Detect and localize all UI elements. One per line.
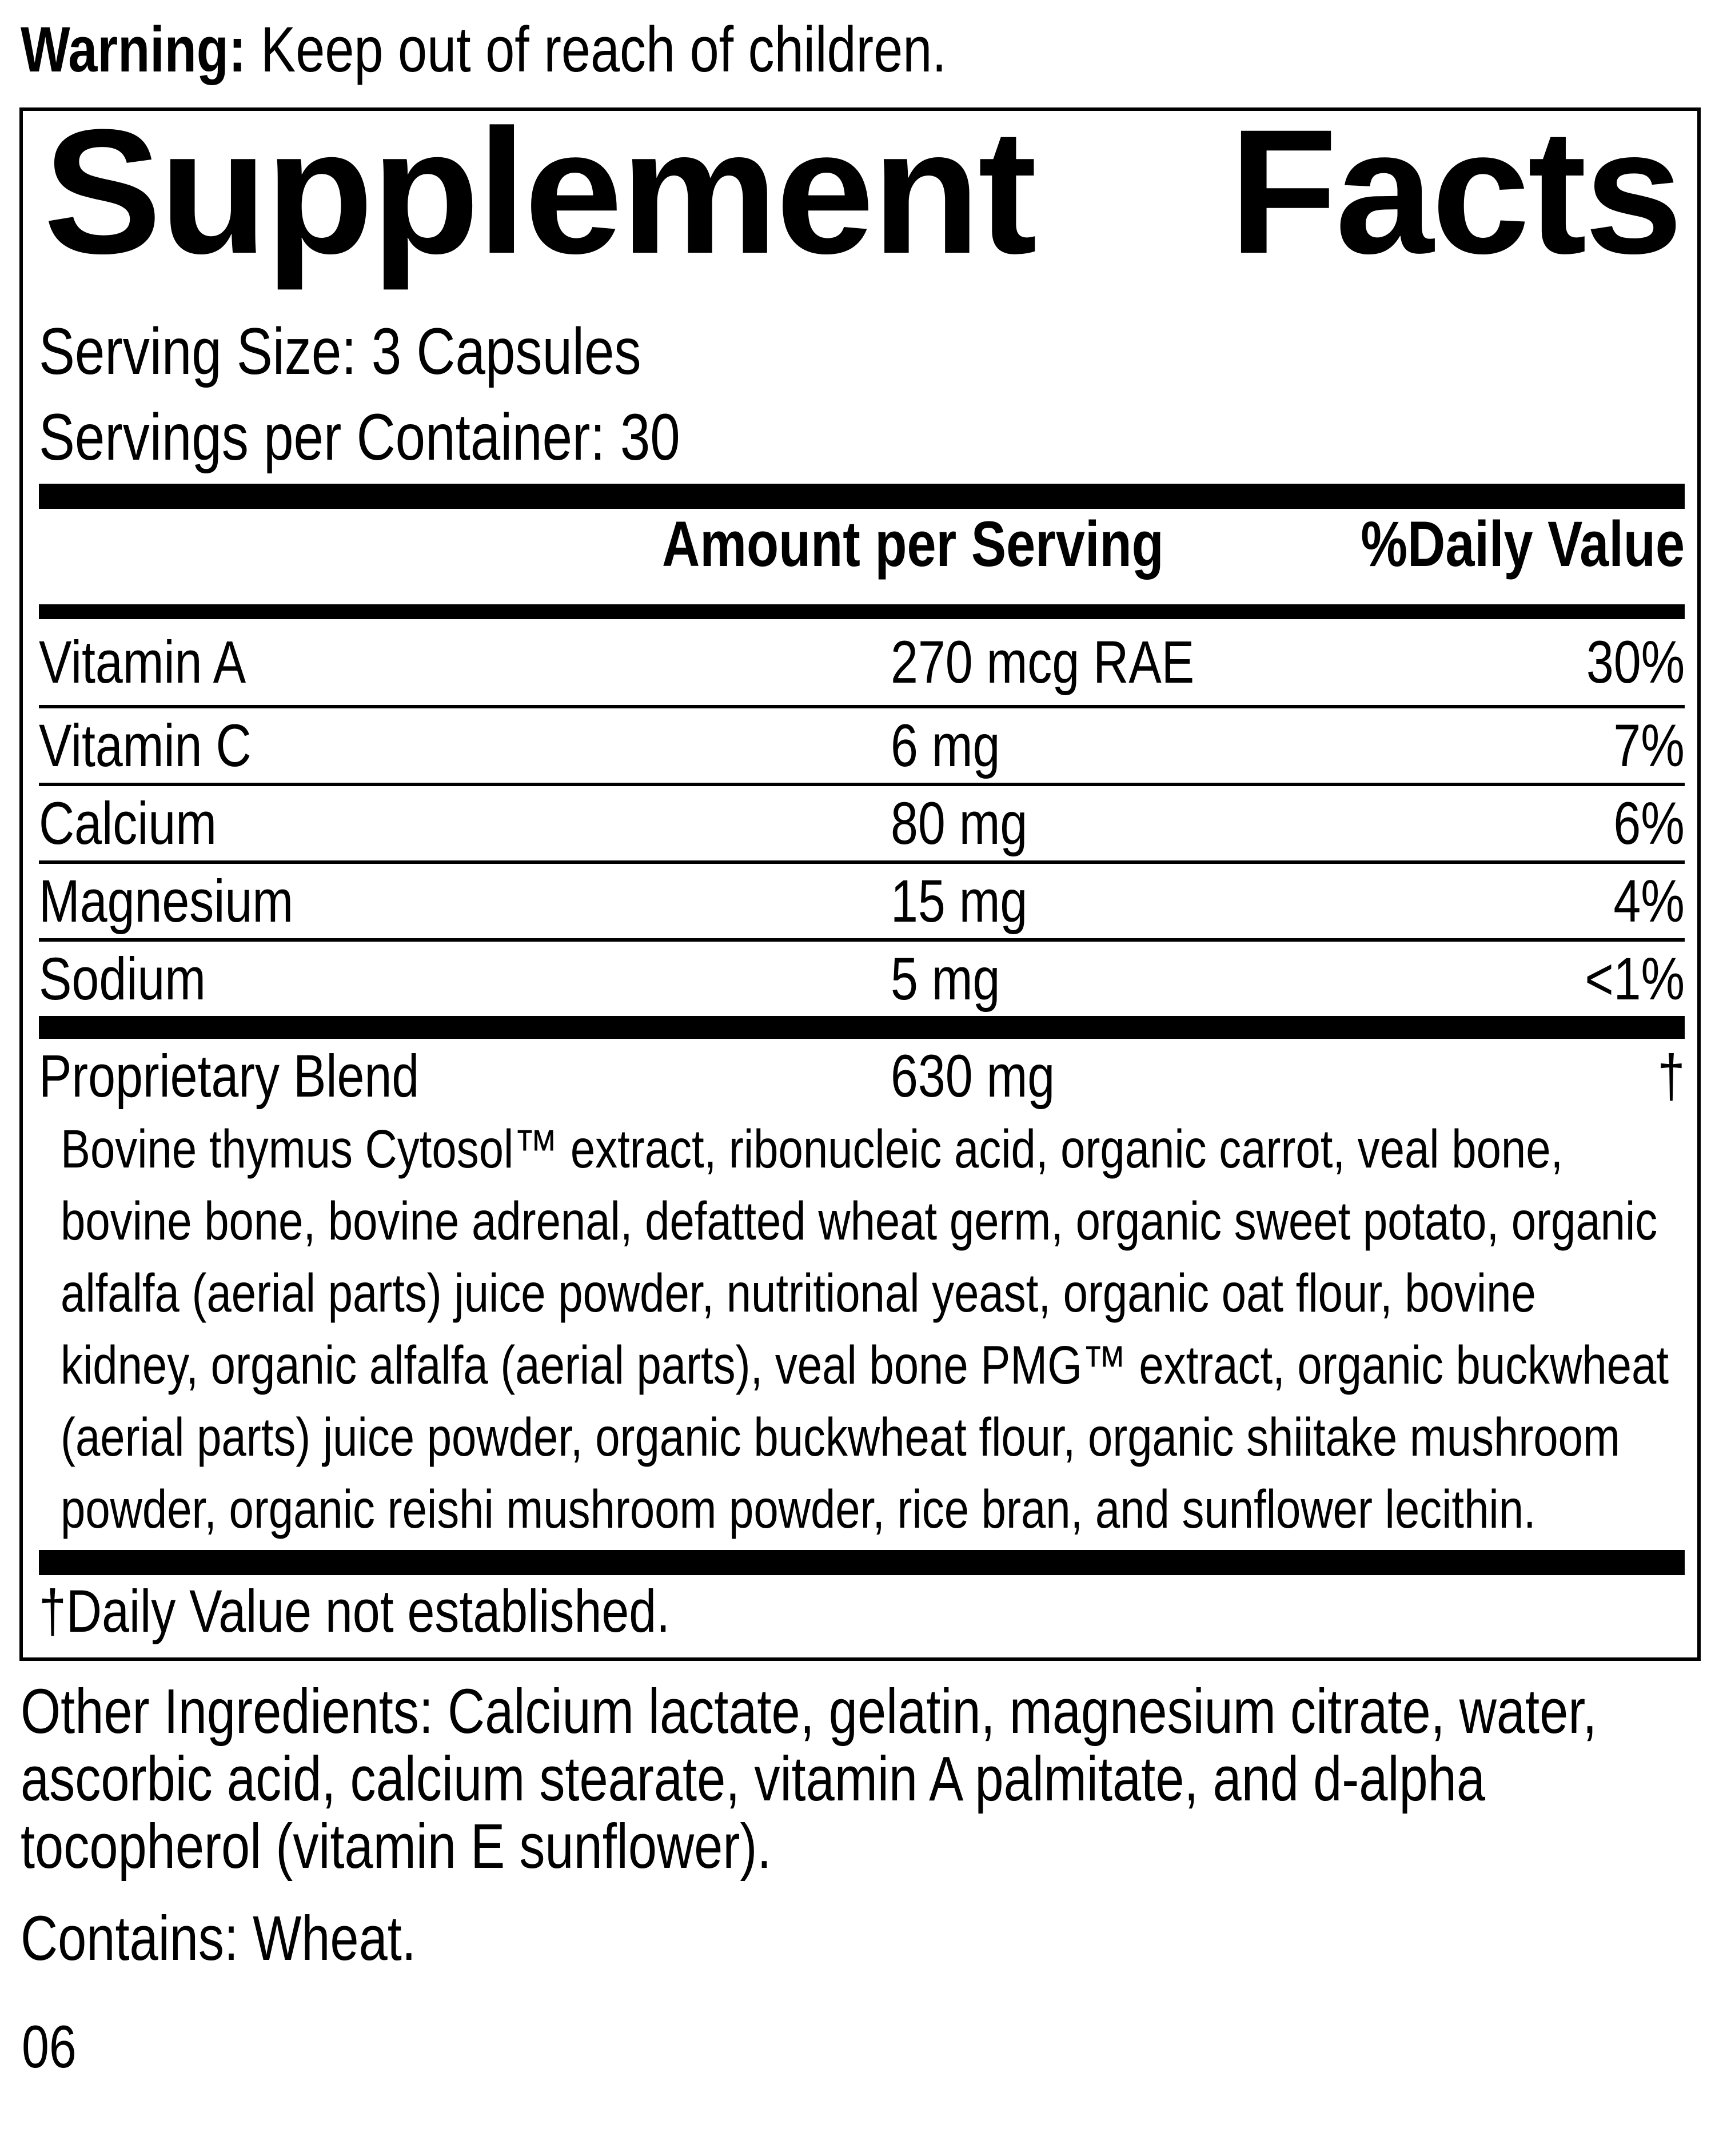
nutrient-row-vitamin-c: Vitamin C 6 mg 7% <box>39 705 1685 783</box>
panel-title-word-supplement: Supplement <box>43 92 1037 290</box>
nutrient-row-magnesium: Magnesium 15 mg 4% <box>39 860 1685 938</box>
nutrient-daily-value: 30% <box>1586 628 1685 696</box>
proprietary-blend-row: Proprietary Blend 630 mg † <box>39 1039 1685 1113</box>
nutrient-amount: 6 mg <box>891 712 1000 779</box>
nutrient-row-calcium: Calcium 80 mg 6% <box>39 783 1685 860</box>
nutrient-daily-value: 4% <box>1613 867 1685 935</box>
nutrient-daily-value: <1% <box>1585 945 1685 1013</box>
blend-description: Bovine thymus Cytosol™ extract, ribonucl… <box>61 1119 1669 1540</box>
nutrient-amount: 15 mg <box>891 867 1028 935</box>
warning-line: Warning: Keep out of reach of children. <box>21 13 1715 87</box>
warning-text: Keep out of reach of children. <box>261 14 947 85</box>
nutrient-row-vitamin-a: Vitamin A 270 mcg RAE 30% <box>39 619 1685 705</box>
amount-per-serving-header: Amount per Serving <box>662 508 1164 580</box>
nutrient-name: Calcium <box>39 790 217 857</box>
nutrient-daily-value: 6% <box>1613 790 1685 857</box>
blend-amount: 630 mg <box>891 1042 1055 1110</box>
blend-daily-value-dagger: † <box>1657 1042 1685 1110</box>
nutrient-daily-value: 7% <box>1613 712 1685 779</box>
daily-value-header: %Daily Value <box>1361 508 1685 580</box>
heavy-rule-above-blend <box>39 1016 1685 1039</box>
serving-info: Serving Size: 3 Capsules Servings per Co… <box>39 309 1685 480</box>
serving-size-line: Serving Size: 3 Capsules <box>39 315 641 388</box>
panel-title-word-facts: Facts <box>1229 92 1683 290</box>
panel-title: Supplement Facts <box>39 103 1685 280</box>
servings-per-container-line: Servings per Container: 30 <box>39 401 680 474</box>
nutrient-amount: 5 mg <box>891 945 1000 1013</box>
nutrient-row-sodium: Sodium 5 mg <1% <box>39 938 1685 1016</box>
nutrient-name: Magnesium <box>39 867 294 935</box>
rule-below-headers <box>39 604 1685 619</box>
contains-statement: Contains: Wheat. <box>21 1903 416 1974</box>
supplement-facts-panel: Supplement Facts Serving Size: 3 Capsule… <box>19 103 1701 1661</box>
column-header-row: Amount per Serving %Daily Value <box>39 511 1685 577</box>
heavy-rule-top <box>39 484 1685 509</box>
warning-label: Warning: <box>21 14 246 85</box>
nutrient-name: Vitamin C <box>39 712 252 779</box>
label-code: 06 <box>22 2014 77 2081</box>
other-ingredients-paragraph: Other Ingredients: Calcium lactate, gela… <box>21 1676 1597 1882</box>
heavy-rule-above-footnote <box>39 1550 1685 1575</box>
nutrient-amount: 270 mcg RAE <box>891 628 1195 696</box>
nutrient-amount: 80 mg <box>891 790 1028 857</box>
nutrient-name: Sodium <box>39 945 206 1013</box>
daily-value-footnote: †Daily Value not established. <box>39 1578 671 1645</box>
blend-name: Proprietary Blend <box>39 1042 420 1110</box>
nutrient-name: Vitamin A <box>39 628 246 696</box>
